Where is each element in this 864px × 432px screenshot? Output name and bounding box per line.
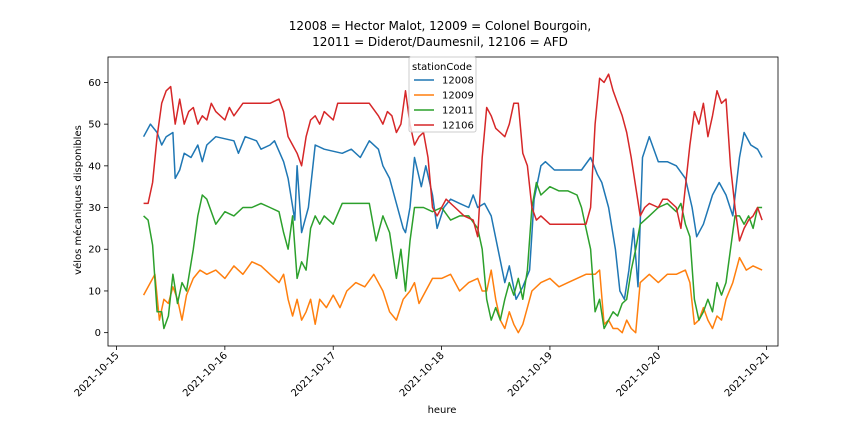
legend-label-12011: 12011 — [442, 106, 474, 117]
series-line-12106 — [143, 73, 763, 242]
legend: stationCode 12008 12009 12011 12106 — [408, 56, 477, 133]
chart-title-line-1: 12008 = Hector Malot, 12009 = Colonel Bo… — [289, 19, 591, 33]
chart-title-line-2: 12011 = Diderot/Daumesnil, 12106 = AFD — [312, 35, 568, 49]
y-tick-label: 20 — [88, 245, 101, 256]
series-group — [142, 73, 763, 334]
legend-label-12106: 12106 — [442, 121, 474, 132]
legend-title: stationCode — [412, 62, 472, 73]
x-axis-label: heure — [428, 405, 457, 416]
y-tick-label: 30 — [88, 203, 101, 214]
series-line-12009 — [142, 256, 763, 334]
series-line-12011 — [143, 181, 763, 330]
legend-frame — [408, 56, 477, 133]
legend-label-12008: 12008 — [442, 76, 474, 87]
y-tick-label: 60 — [88, 78, 101, 89]
series-line-12008 — [142, 123, 763, 301]
y-axis-label: vélos mécaniques disponibles — [72, 125, 84, 275]
y-tick-label: 50 — [88, 120, 101, 131]
y-tick-label: 0 — [95, 328, 101, 339]
y-tick-label: 40 — [88, 161, 101, 172]
y-tick-label: 10 — [88, 286, 101, 297]
legend-label-12009: 12009 — [442, 91, 474, 102]
